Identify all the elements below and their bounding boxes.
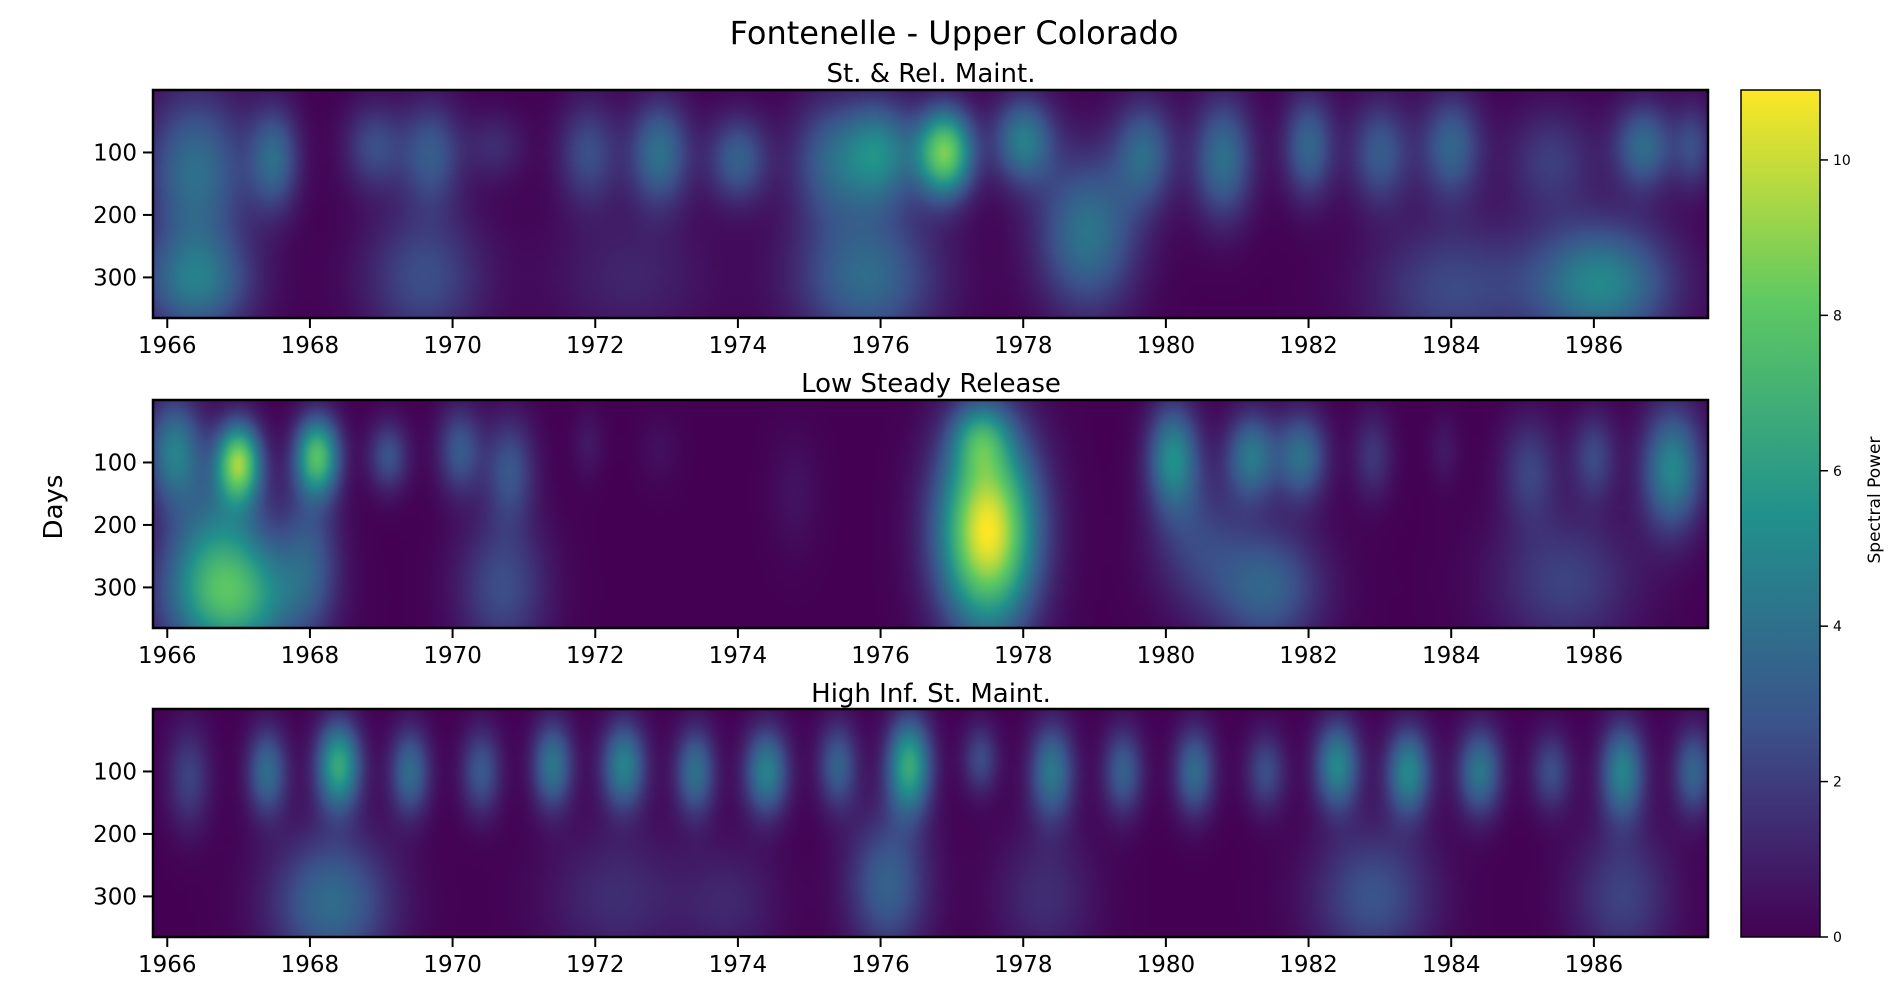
x-tick-label: 1968: [281, 643, 340, 669]
figure-title: Fontenelle - Upper Colorado: [730, 14, 1179, 52]
x-tick-label: 1982: [1279, 643, 1338, 669]
panel-subtitle: St. & Rel. Maint.: [827, 59, 1036, 89]
x-tick-label: 1980: [1137, 643, 1196, 669]
colorbar-tick-label: 8: [1833, 308, 1842, 324]
x-tick-label: 1976: [851, 952, 910, 978]
x-tick-label: 1978: [994, 643, 1053, 669]
y-tick-label: 200: [93, 822, 137, 848]
x-tick-label: 1982: [1279, 952, 1338, 978]
colorbar-tick-label: 0: [1833, 930, 1842, 946]
x-tick-label: 1980: [1137, 952, 1196, 978]
x-tick-label: 1970: [423, 333, 482, 359]
x-tick-label: 1976: [851, 643, 910, 669]
y-axis-label: Days: [39, 475, 69, 540]
panel-high-inf-st-maint: High Inf. St. Maint. 1966 1968 1970 1972 197…: [93, 679, 1710, 978]
x-tick-label: 1982: [1279, 333, 1338, 359]
x-tick-label: 1984: [1422, 952, 1481, 978]
x-tick-label: 1966: [138, 643, 197, 669]
y-tick-label: 200: [93, 513, 137, 539]
x-tick-label: 1970: [423, 952, 482, 978]
y-tick-label: 100: [93, 450, 137, 476]
x-tick-label: 1968: [281, 952, 340, 978]
x-tick-label: 1974: [709, 952, 768, 978]
y-tick-label: 100: [93, 140, 137, 166]
colorbar-tick-label: 2: [1833, 775, 1842, 791]
x-tick-label: 1986: [1565, 643, 1624, 669]
x-tick-label: 1966: [138, 333, 197, 359]
x-tick-label: 1972: [566, 952, 625, 978]
x-tick-label: 1966: [138, 952, 197, 978]
x-tick-label: 1984: [1422, 333, 1481, 359]
x-tick-label: 1978: [994, 952, 1053, 978]
x-tick-label: 1976: [851, 333, 910, 359]
axes-frame: [151, 707, 1710, 939]
x-tick-label: 1986: [1565, 952, 1624, 978]
x-tick-label: 1974: [709, 333, 768, 359]
x-tick-label: 1986: [1565, 333, 1624, 359]
x-tick-label: 1984: [1422, 643, 1481, 669]
x-tick-label: 1970: [423, 643, 482, 669]
x-tick-label: 1980: [1137, 333, 1196, 359]
panel-st-rel-maint: St. & Rel. Maint. 1966 1968 1970 1972 1974 19…: [93, 59, 1710, 359]
colorbar-tick-label: 10: [1833, 153, 1851, 169]
colorbar-tick-label: 4: [1833, 619, 1842, 635]
panel-subtitle: Low Steady Release: [801, 369, 1061, 399]
x-tick-label: 1972: [566, 643, 625, 669]
x-tick-label: 1974: [709, 643, 768, 669]
heatmap-image: [153, 90, 1708, 318]
x-tick-label: 1968: [281, 333, 340, 359]
colorbar-label: Spectral Power: [1865, 437, 1885, 564]
x-tick-label: 1978: [994, 333, 1053, 359]
panel-subtitle: High Inf. St. Maint.: [811, 679, 1051, 709]
colorbar-tick-label: 6: [1833, 464, 1842, 480]
heatmap-image: [153, 400, 1708, 628]
panel-low-steady-release: Low Steady Release 1966 1968 1970 1972 1974 1…: [93, 369, 1710, 669]
y-tick-label: 300: [93, 575, 137, 601]
y-tick-label: 300: [93, 265, 137, 291]
y-tick-label: 100: [93, 759, 137, 785]
colorbar-gradient: [1740, 89, 1821, 938]
y-tick-label: 300: [93, 884, 137, 910]
colorbar: 0 2 4 6 8 10: [1740, 89, 1851, 946]
axes-frame: [151, 88, 1710, 320]
x-tick-label: 1972: [566, 333, 625, 359]
y-tick-label: 200: [93, 203, 137, 229]
heatmap-image: [153, 709, 1708, 937]
axes-frame: [151, 398, 1710, 630]
